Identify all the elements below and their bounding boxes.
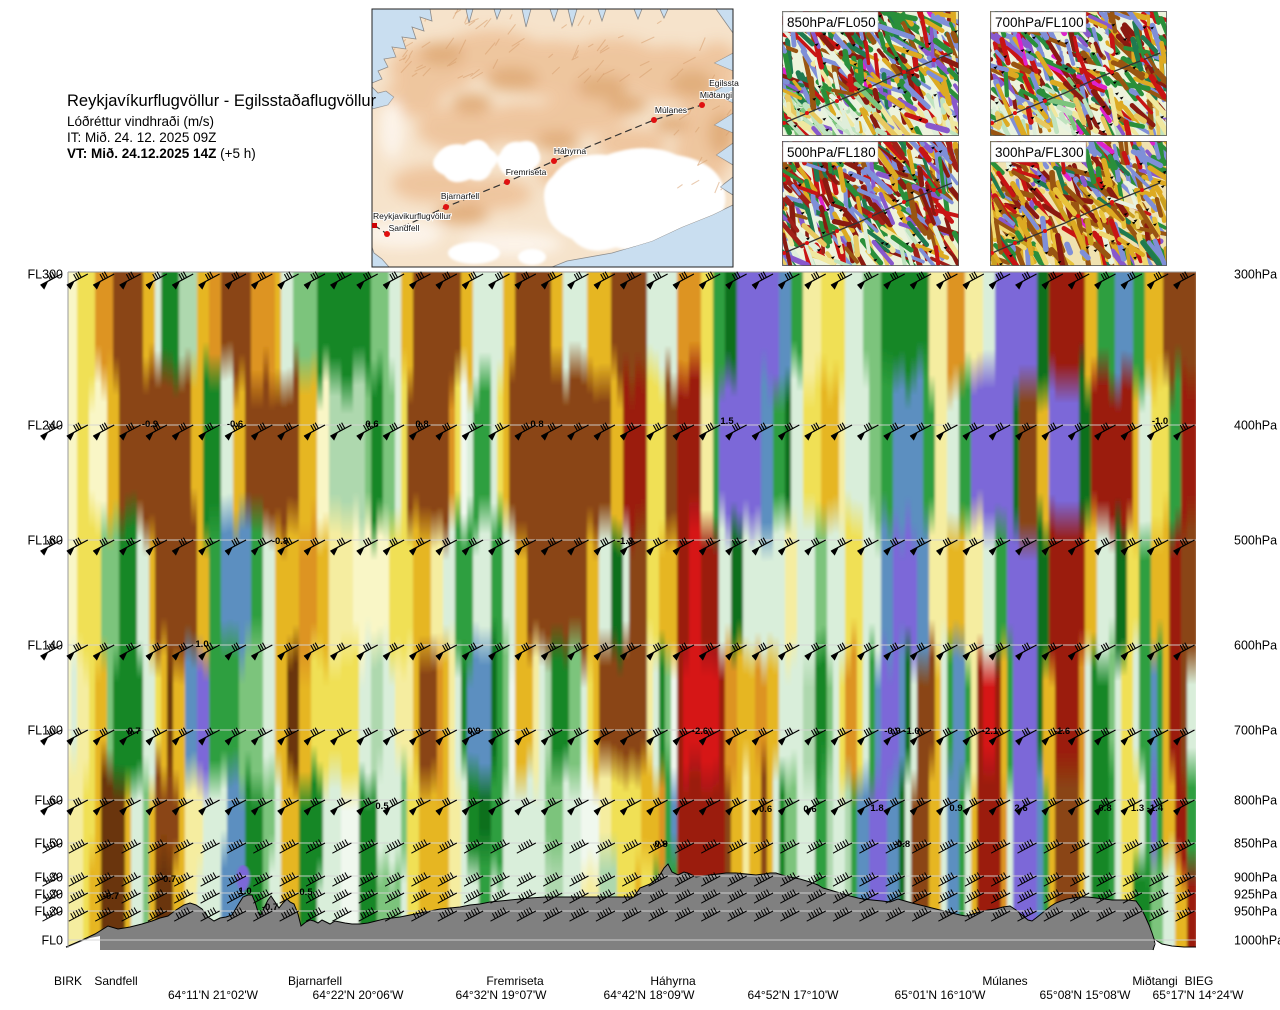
svg-text:FL20: FL20 — [35, 887, 64, 901]
svg-text:0.7: 0.7 — [127, 726, 140, 737]
svg-text:Reykjavikurflugvöllur: Reykjavikurflugvöllur — [373, 211, 451, 221]
svg-text:Fremriseta: Fremriseta — [486, 974, 544, 988]
svg-text:500hPa/FL180: 500hPa/FL180 — [787, 145, 876, 160]
svg-text:-0.7: -0.7 — [262, 902, 278, 913]
svg-text:0.9: 0.9 — [949, 803, 962, 814]
svg-text:-0.6: -0.6 — [227, 419, 243, 430]
svg-text:FL240: FL240 — [28, 418, 63, 432]
svg-text:0.8: 0.8 — [415, 419, 428, 430]
svg-text:64°52'N 17°10'W: 64°52'N 17°10'W — [748, 988, 840, 1002]
svg-text:600hPa: 600hPa — [1234, 638, 1277, 652]
svg-text:Múlanes: Múlanes — [655, 105, 687, 115]
svg-text:Miðtangi: Miðtangi — [1132, 974, 1177, 988]
svg-text:FL300: FL300 — [28, 267, 63, 281]
svg-text:-1.0: -1.0 — [1152, 416, 1168, 427]
svg-text:1000hPa: 1000hPa — [1234, 933, 1280, 947]
svg-text:700hPa: 700hPa — [1234, 723, 1277, 737]
svg-text:64°11'N 21°02'W: 64°11'N 21°02'W — [168, 988, 259, 1002]
svg-text:0.9: 0.9 — [467, 726, 480, 737]
svg-text:500hPa: 500hPa — [1234, 533, 1277, 547]
svg-text:VT: Mið. 24.12.2025 14Z (+5 h): VT: Mið. 24.12.2025 14Z (+5 h) — [67, 146, 256, 161]
svg-text:Háhyrna: Háhyrna — [554, 146, 586, 156]
svg-text:Sandfell: Sandfell — [389, 223, 420, 233]
svg-text:FL50: FL50 — [35, 836, 64, 850]
svg-text:FL20: FL20 — [35, 904, 64, 918]
svg-text:FL180: FL180 — [28, 533, 63, 547]
svg-text:925hPa: 925hPa — [1234, 887, 1277, 901]
svg-text:900hPa: 900hPa — [1234, 870, 1277, 884]
svg-text:1.5: 1.5 — [720, 416, 734, 427]
svg-text:BIRK: BIRK — [54, 974, 82, 988]
svg-text:-0.9 -1.0: -0.9 -1.0 — [884, 726, 919, 737]
svg-text:65°08'N 15°08'W: 65°08'N 15°08'W — [1040, 988, 1132, 1002]
svg-text:Sandfell: Sandfell — [94, 974, 137, 988]
svg-text:Miðtangi: Miðtangi — [700, 90, 732, 100]
svg-text:Háhyrna: Háhyrna — [650, 974, 696, 988]
svg-text:1.8: 1.8 — [870, 803, 883, 814]
svg-text:IT: Mið. 24. 12. 2025 09Z: IT: Mið. 24. 12. 2025 09Z — [67, 130, 216, 145]
svg-text:1.0: 1.0 — [238, 886, 251, 897]
svg-text:-0.6: -0.6 — [756, 804, 772, 815]
svg-text:400hPa: 400hPa — [1234, 418, 1277, 432]
svg-text:0.5: 0.5 — [299, 887, 313, 898]
svg-text:850hPa/FL050: 850hPa/FL050 — [787, 15, 876, 30]
svg-text:1.0: 1.0 — [195, 639, 208, 650]
svg-text:0.6: 0.6 — [365, 419, 378, 430]
svg-text:64°42'N 18°09'W: 64°42'N 18°09'W — [604, 988, 696, 1002]
svg-text:-1.3: -1.3 — [617, 536, 633, 547]
svg-text:FL0: FL0 — [41, 933, 63, 947]
svg-text:65°01'N 16°10'W: 65°01'N 16°10'W — [895, 988, 987, 1002]
svg-text:Bjarnarfell: Bjarnarfell — [288, 974, 342, 988]
svg-text:FL100: FL100 — [28, 723, 63, 737]
svg-text:-2.1: -2.1 — [982, 726, 999, 737]
svg-text:BIEG: BIEG — [1185, 974, 1214, 988]
svg-text:1.3 -1.4: 1.3 -1.4 — [1131, 803, 1164, 814]
svg-text:Fremriseta: Fremriseta — [506, 167, 547, 177]
svg-text:64°22'N 20°06'W: 64°22'N 20°06'W — [313, 988, 405, 1002]
svg-text:64°32'N 19°07'W: 64°32'N 19°07'W — [456, 988, 548, 1002]
svg-text:0.8: 0.8 — [530, 419, 543, 430]
svg-text:65°17'N 14°24'W: 65°17'N 14°24'W — [1153, 988, 1245, 1002]
svg-text:-0.7: -0.7 — [160, 874, 176, 885]
svg-text:0.8: 0.8 — [1098, 803, 1111, 814]
svg-text:FL60: FL60 — [35, 793, 64, 807]
svg-text:0.6: 0.6 — [803, 804, 816, 815]
svg-text:Bjarnarfell: Bjarnarfell — [441, 191, 479, 201]
svg-text:-1.6: -1.6 — [1054, 726, 1070, 737]
svg-text:-0.7: -0.7 — [103, 891, 119, 902]
svg-text:FL30: FL30 — [35, 870, 64, 884]
svg-text:700hPa/FL100: 700hPa/FL100 — [995, 15, 1084, 30]
svg-text:Egilssta: Egilssta — [709, 78, 739, 88]
svg-text:950hPa: 950hPa — [1234, 904, 1277, 918]
svg-text:-2.6: -2.6 — [692, 726, 708, 737]
svg-text:850hPa: 850hPa — [1234, 836, 1277, 850]
svg-text:-0.9: -0.9 — [142, 419, 158, 430]
svg-text:0.8: 0.8 — [654, 839, 667, 850]
svg-text:Reykjavíkurflugvöllur - Egilss: Reykjavíkurflugvöllur - Egilsstaðaflugvö… — [67, 92, 377, 110]
svg-text:-0.8: -0.8 — [272, 536, 288, 547]
svg-text:-0.8: -0.8 — [894, 839, 910, 850]
svg-text:FL140: FL140 — [28, 638, 63, 652]
svg-text:Múlanes: Múlanes — [982, 974, 1027, 988]
svg-text:Lóðréttur vindhraði (m/s): Lóðréttur vindhraði (m/s) — [67, 114, 214, 129]
svg-text:300hPa: 300hPa — [1234, 267, 1277, 281]
svg-text:800hPa: 800hPa — [1234, 793, 1277, 807]
svg-text:0.5: 0.5 — [375, 801, 389, 812]
svg-text:300hPa/FL300: 300hPa/FL300 — [995, 145, 1084, 160]
svg-text:2.6: 2.6 — [1014, 803, 1027, 814]
